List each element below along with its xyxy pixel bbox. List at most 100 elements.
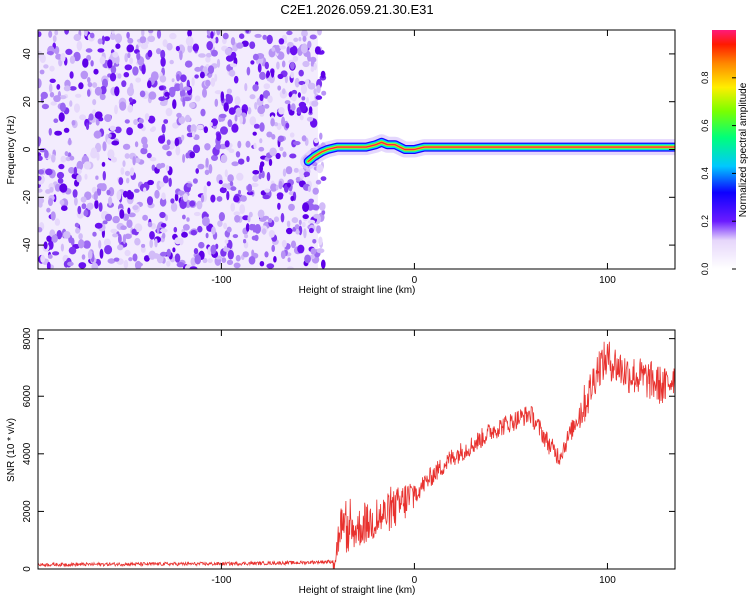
noise-speck xyxy=(109,33,116,40)
noise-speck xyxy=(169,87,176,98)
y-tick-label: -20 xyxy=(22,190,33,205)
noise-speck xyxy=(99,93,106,101)
noise-speck xyxy=(193,248,199,255)
noise-speck xyxy=(216,196,223,202)
noise-speck xyxy=(102,141,107,152)
noise-speck xyxy=(289,153,297,159)
noise-speck xyxy=(312,187,319,195)
noise-speck xyxy=(268,218,273,223)
noise-speck xyxy=(290,61,295,70)
noise-speck xyxy=(262,215,270,220)
noise-speck xyxy=(204,169,210,176)
noise-speck xyxy=(259,71,266,80)
noise-speck xyxy=(302,60,310,68)
noise-speck xyxy=(291,217,299,224)
colorbar-tick-label: 0.8 xyxy=(700,72,710,85)
noise-speck xyxy=(291,89,298,95)
noise-speck xyxy=(120,225,127,230)
noise-speck xyxy=(228,107,236,115)
y-tick-label: 40 xyxy=(22,48,33,60)
noise-speck xyxy=(85,122,90,130)
noise-speck xyxy=(142,214,149,221)
noise-speck xyxy=(159,197,167,207)
noise-speck xyxy=(60,155,67,163)
noise-speck xyxy=(303,171,310,177)
snr-x-axis-label: Height of straight line (km) xyxy=(299,585,416,596)
noise-speck xyxy=(305,78,310,86)
noise-speck xyxy=(133,188,140,193)
noise-speck xyxy=(228,69,236,77)
noise-speck xyxy=(182,86,191,91)
noise-speck xyxy=(112,51,119,58)
noise-speck xyxy=(107,59,113,69)
noise-speck xyxy=(321,259,326,269)
noise-speck xyxy=(171,78,175,83)
noise-speck xyxy=(247,215,251,223)
spectrogram-x-ticks: -100 0 100 xyxy=(211,30,616,286)
noise-speck xyxy=(38,31,42,37)
spectrogram-y-ticks: -40 -20 0 20 40 xyxy=(22,48,675,252)
noise-speck xyxy=(86,202,94,210)
noise-speck xyxy=(96,183,105,190)
noise-speck xyxy=(104,213,113,222)
noise-speck xyxy=(148,30,154,34)
noise-speck xyxy=(230,63,237,68)
noise-speck xyxy=(92,99,97,106)
noise-speck xyxy=(214,90,223,95)
noise-speck xyxy=(163,119,169,124)
spectrogram-signal xyxy=(300,134,675,170)
noise-speck xyxy=(246,66,251,76)
noise-speck xyxy=(190,124,197,134)
noise-speck xyxy=(166,248,171,257)
noise-speck xyxy=(233,211,241,216)
noise-speck xyxy=(143,187,147,193)
noise-speck xyxy=(38,175,42,181)
noise-speck xyxy=(315,95,323,100)
noise-speck xyxy=(182,193,189,202)
noise-speck xyxy=(158,96,166,102)
noise-speck xyxy=(181,231,188,238)
noise-speck xyxy=(194,95,201,102)
noise-speck xyxy=(280,250,286,259)
noise-speck xyxy=(119,209,125,219)
noise-speck xyxy=(301,221,306,228)
noise-speck xyxy=(299,115,304,121)
noise-speck xyxy=(112,215,120,224)
noise-speck xyxy=(140,147,148,155)
noise-speck xyxy=(282,168,287,177)
noise-speck xyxy=(291,240,296,249)
noise-speck xyxy=(268,230,275,238)
noise-speck xyxy=(166,150,172,157)
noise-speck xyxy=(301,30,308,37)
noise-speck xyxy=(78,239,85,249)
noise-speck xyxy=(46,261,51,269)
noise-speck xyxy=(273,255,277,263)
noise-speck xyxy=(192,178,198,184)
noise-speck xyxy=(215,143,222,150)
noise-speck xyxy=(315,179,322,185)
noise-speck xyxy=(223,102,229,112)
noise-speck xyxy=(132,66,139,76)
noise-speck xyxy=(285,122,290,129)
noise-speck xyxy=(247,107,252,115)
noise-speck xyxy=(58,112,65,122)
noise-speck xyxy=(132,205,139,211)
noise-speck xyxy=(214,73,218,82)
noise-speck xyxy=(245,140,251,148)
noise-speck xyxy=(207,65,215,74)
noise-speck xyxy=(205,232,209,239)
noise-speck xyxy=(170,202,178,212)
noise-speck xyxy=(51,154,56,163)
noise-speck xyxy=(264,188,270,193)
noise-speck xyxy=(243,239,247,244)
noise-speck xyxy=(194,254,202,265)
noise-speck xyxy=(88,113,94,121)
noise-speck xyxy=(257,209,265,219)
noise-speck xyxy=(54,218,61,226)
noise-speck xyxy=(107,149,115,160)
noise-speck xyxy=(302,214,309,220)
noise-speck xyxy=(198,241,205,249)
noise-speck xyxy=(196,124,204,130)
noise-speck xyxy=(290,103,296,111)
noise-speck xyxy=(259,261,265,267)
